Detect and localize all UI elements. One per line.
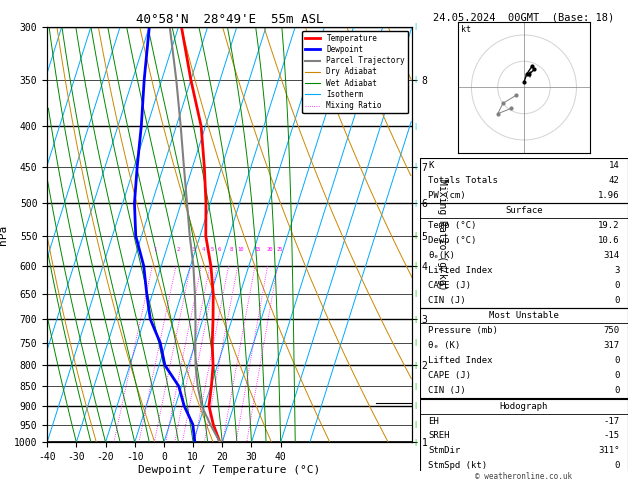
Text: K: K (428, 161, 434, 170)
Text: 0: 0 (614, 281, 620, 290)
Text: 4: 4 (202, 247, 206, 252)
Text: Pressure (mb): Pressure (mb) (428, 327, 498, 335)
Y-axis label: Mixing Ratio (g/kg): Mixing Ratio (g/kg) (437, 179, 447, 290)
Text: 0: 0 (614, 461, 620, 470)
Text: 42: 42 (609, 176, 620, 185)
Text: 14: 14 (609, 161, 620, 170)
Text: -17: -17 (603, 417, 620, 426)
Text: -15: -15 (603, 432, 620, 440)
Text: |: | (413, 290, 417, 297)
Text: EH: EH (428, 417, 439, 426)
Text: 0: 0 (614, 386, 620, 395)
Y-axis label: hPa: hPa (0, 225, 8, 244)
Text: 25: 25 (277, 247, 283, 252)
Text: |: | (413, 232, 417, 240)
Text: |: | (413, 163, 417, 170)
Text: θₑ(K): θₑ(K) (428, 251, 455, 260)
Text: 0: 0 (614, 371, 620, 380)
Text: 1: 1 (153, 247, 157, 252)
Text: Surface: Surface (505, 207, 543, 215)
Text: 314: 314 (603, 251, 620, 260)
Text: 6: 6 (218, 247, 221, 252)
Text: PW (cm): PW (cm) (428, 191, 466, 200)
Text: 311°: 311° (598, 447, 620, 455)
Text: CAPE (J): CAPE (J) (428, 281, 472, 290)
Title: 40°58'N  28°49'E  55m ASL: 40°58'N 28°49'E 55m ASL (136, 13, 323, 26)
Text: 3: 3 (614, 266, 620, 275)
Text: θₑ (K): θₑ (K) (428, 341, 460, 350)
Text: |: | (413, 76, 417, 84)
Text: Lifted Index: Lifted Index (428, 356, 493, 365)
Text: |: | (413, 316, 417, 323)
Text: 0: 0 (614, 356, 620, 365)
Text: 24.05.2024  00GMT  (Base: 18): 24.05.2024 00GMT (Base: 18) (433, 12, 615, 22)
Text: Temp (°C): Temp (°C) (428, 221, 477, 230)
Text: |: | (413, 23, 417, 30)
Text: 19.2: 19.2 (598, 221, 620, 230)
Text: 20: 20 (267, 247, 273, 252)
Text: Dewp (°C): Dewp (°C) (428, 236, 477, 245)
Text: Lifted Index: Lifted Index (428, 266, 493, 275)
Text: 15: 15 (254, 247, 260, 252)
Text: CIN (J): CIN (J) (428, 296, 466, 305)
Text: |: | (413, 421, 417, 428)
Text: 2: 2 (177, 247, 180, 252)
Text: |: | (413, 382, 417, 390)
Text: © weatheronline.co.uk: © weatheronline.co.uk (476, 472, 572, 481)
Text: Hodograph: Hodograph (500, 401, 548, 411)
Text: 10.6: 10.6 (598, 236, 620, 245)
Text: 317: 317 (603, 341, 620, 350)
Text: |: | (413, 122, 417, 129)
Text: StmDir: StmDir (428, 447, 460, 455)
Text: 8: 8 (230, 247, 233, 252)
Text: 1.96: 1.96 (598, 191, 620, 200)
Legend: Temperature, Dewpoint, Parcel Trajectory, Dry Adiabat, Wet Adiabat, Isotherm, Mi: Temperature, Dewpoint, Parcel Trajectory… (302, 31, 408, 113)
Text: CIN (J): CIN (J) (428, 386, 466, 395)
Text: Totals Totals: Totals Totals (428, 176, 498, 185)
Text: 750: 750 (603, 327, 620, 335)
Text: 5: 5 (211, 247, 214, 252)
X-axis label: Dewpoint / Temperature (°C): Dewpoint / Temperature (°C) (138, 465, 321, 475)
Text: |: | (413, 402, 417, 409)
Text: StmSpd (kt): StmSpd (kt) (428, 461, 487, 470)
Text: |: | (413, 200, 417, 207)
Text: |: | (413, 262, 417, 269)
Text: CAPE (J): CAPE (J) (428, 371, 472, 380)
Text: 10: 10 (237, 247, 243, 252)
Text: |: | (413, 362, 417, 369)
Text: |: | (413, 340, 417, 347)
Text: Most Unstable: Most Unstable (489, 312, 559, 320)
Text: 0: 0 (614, 296, 620, 305)
Text: 3: 3 (191, 247, 195, 252)
Text: |: | (413, 439, 417, 446)
Text: kt: kt (461, 25, 471, 35)
Text: SREH: SREH (428, 432, 450, 440)
